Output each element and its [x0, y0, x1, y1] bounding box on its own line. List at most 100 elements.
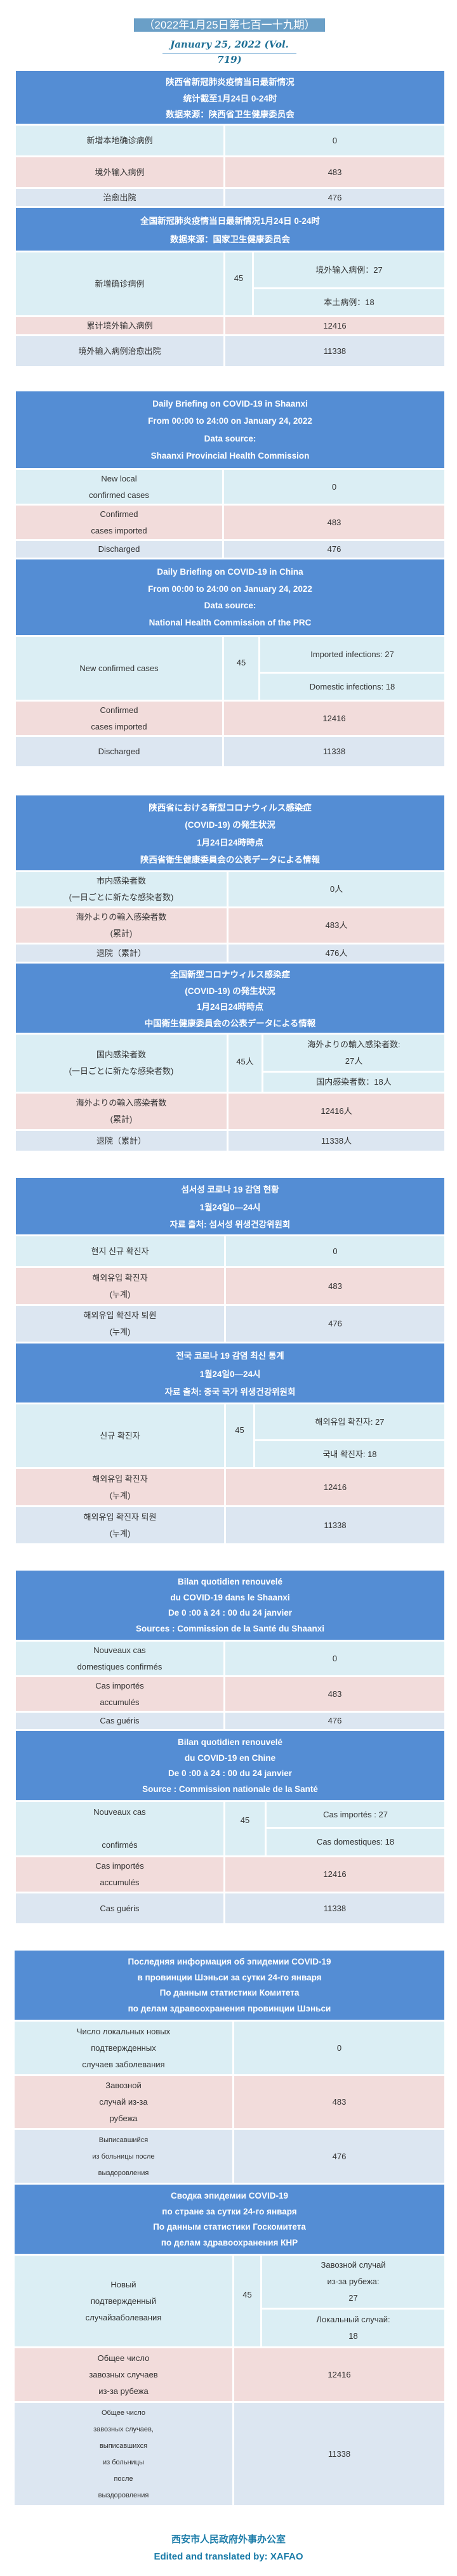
row-value: 476	[226, 1306, 444, 1342]
province-imported-cases-row: 境外输入病例 483	[16, 157, 444, 187]
national-header-line: du COVID-19 en Chine	[184, 1753, 276, 1763]
province-new-cases-row: 市内感染者数 (一日ごとに新たな感染者数) 0人	[16, 872, 444, 906]
national-header: 전국 코로나 19 감염 최신 통계 1월24일0—24시 자료 출처: 중국 국가…	[16, 1344, 444, 1402]
row-label: Число локальных новых подтвержденных слу…	[15, 2022, 232, 2074]
row-value: 483	[234, 2076, 444, 2128]
national-new-cases-row: Nouveaux cas confirmés 45 Cas importés : 2…	[16, 1802, 444, 1855]
row-label: 市内感染者数 (一日ごとに新たな感染者数)	[16, 872, 227, 906]
national-header-line: From 00:00 to 24:00 on January 24, 2022	[148, 584, 312, 594]
row-value: 11338	[225, 1893, 444, 1923]
province-discharged-row: 治愈出院 476	[16, 189, 444, 206]
province-header: 섬서성 코로나 19 감염 현황 1월24일0—24시 자료 출처: 섬서성 위생건…	[16, 1178, 444, 1234]
province-discharged-row: 해외유입 확진자 퇴원 (누계) 476	[16, 1306, 444, 1342]
national-header: 全国新型コロナウィルス感染症 (COVID-19) の発生状況 1月24日24時時点…	[16, 964, 444, 1033]
province-header-line: 자료 출처: 섬서성 위생건강위원회	[169, 1219, 291, 1229]
new-cases-total: 45人	[228, 1035, 262, 1092]
row-label: 境外输入病例治愈出院	[16, 336, 223, 366]
province-header-line: Bilan quotidien renouvelé	[177, 1576, 283, 1586]
new-cases-total: 45	[225, 252, 252, 315]
province-imported-cases-row: Cas importés accumulés 483	[16, 1677, 444, 1711]
national-header-line: 全国新冠肺炎疫情当日最新情况1月24日 0-24时	[140, 216, 320, 226]
national-header: Сводка эпидемии COVID-19 по стране за сут…	[15, 2185, 444, 2254]
row-value: 11338人	[228, 1131, 444, 1151]
national-header: Daily Briefing on COVID-19 in China From …	[16, 559, 444, 635]
province-header: Daily Briefing on COVID-19 in Shaanxi Fro…	[16, 391, 444, 468]
row-value: 0	[226, 1236, 444, 1266]
province-header: 陕西省における新型コロナウィルス感染症 (COVID-19) の発生状況 1月24日…	[16, 795, 444, 870]
province-header-line: (COVID-19) の発生状況	[185, 820, 275, 830]
national-imported-cases-row: Общее число завозных случаев из-за рубеж…	[15, 2348, 444, 2401]
national-header-line: De 0 :00 à 24 : 00 du 24 janvier	[168, 1769, 293, 1779]
national-header-line: 中国衛生健康委員会の公表データによる情報	[144, 1019, 316, 1029]
domestic-cases: Cas domestiques: 18	[267, 1829, 444, 1855]
national-new-cases-row: Новый подтвержденный случайзаболевания 45…	[15, 2256, 444, 2346]
new-cases-breakdown: 境外输入病例：27 本土病例：18	[254, 252, 444, 315]
province-header-line: 陕西省新冠肺炎疫情当日最新情况	[166, 77, 295, 87]
row-label: Общее число завозных случаев, выписавших…	[15, 2403, 232, 2505]
imported-cases: 境外输入病例：27	[254, 252, 444, 287]
row-value: 12416	[224, 702, 444, 735]
province-imported-cases-row: 海外よりの輸入感染者数 (累計) 483人	[16, 908, 444, 943]
row-label: 治愈出院	[16, 189, 223, 206]
province-new-cases-row: Число локальных новых подтвержденных слу…	[15, 2022, 444, 2074]
domestic-cases: 国内感染者数：18人	[263, 1073, 444, 1092]
province-header-line: 陕西省衛生健康委員会の公表データによる情報	[140, 855, 321, 865]
national-imported-cases-row: Cas importés accumulés 12416	[16, 1857, 444, 1892]
row-label: Discharged	[16, 541, 222, 558]
row-label: Выписавшийся из больницы после выздоровл…	[15, 2130, 232, 2183]
footer-org: 西安市人民政府外事办公室	[171, 2534, 286, 2545]
national-new-cases-row: 国内感染者数 (一日ごとに新たな感染者数) 45人 海外よりの輸入感染者数: 27人…	[16, 1035, 444, 1092]
national-new-cases-row: New confirmed cases 45 Imported infections…	[16, 637, 444, 700]
province-header-line: 统计截至1月24日 0-24时	[183, 93, 277, 103]
province-header-line: 陕西省における新型コロナウィルス感染症	[149, 802, 312, 813]
province-header: Последняя информация об эпидемии COVID-1…	[15, 1951, 444, 2020]
imported-cases: Завозной случай из-за рубежа: 27	[262, 2256, 444, 2308]
briefing-fr: Bilan quotidien renouvelé du COVID-19 dan…	[16, 1571, 444, 1925]
province-header-line: по делам здравоохранения провинции Шэньс…	[128, 2004, 331, 2014]
national-new-cases-row: 新增确诊病例 45 境外输入病例：27 本土病例：18	[16, 252, 444, 315]
row-value: 476	[225, 189, 444, 206]
domestic-cases: Domestic infections: 18	[260, 674, 444, 700]
national-header-line: 전국 코로나 19 감염 최신 통계	[176, 1351, 284, 1361]
row-label: 현지 신규 확진자	[16, 1236, 224, 1266]
province-header-line: Shaanxi Provincial Health Commission	[150, 450, 310, 461]
province-imported-cases-row: 해외유입 확진자 (누계) 483	[16, 1268, 444, 1304]
province-header-line: 섬서성 코로나 19 감염 현황	[181, 1185, 279, 1195]
row-label: Cas importés accumulés	[16, 1857, 223, 1892]
new-cases-breakdown: Завозной случай из-за рубежа: 27 Локальны…	[262, 2256, 444, 2346]
row-value: 12416人	[228, 1094, 444, 1129]
province-header-line: Последняя информация об эпидемии COVID-1…	[128, 1956, 331, 1966]
row-value: 483	[224, 506, 444, 539]
row-value: 12416	[225, 317, 444, 334]
row-value: 476人	[228, 945, 444, 962]
new-cases-total: 45	[226, 1404, 253, 1467]
national-header-line: Сводка эпидемии COVID-19	[171, 2190, 288, 2200]
row-label: Cas guéris	[16, 1893, 223, 1923]
province-new-cases-row: 新增本地确诊病例 0	[16, 126, 444, 155]
national-header: 全国新冠肺炎疫情当日最新情况1月24日 0-24时 数据来源：国家卫生健康委员会	[16, 208, 444, 251]
row-label: 新增本地确诊病例	[16, 126, 223, 155]
province-new-cases-row: Nouveaux cas domestiques confirmés 0	[16, 1642, 444, 1675]
national-discharged-row: 退院（累計） 11338人	[16, 1131, 444, 1151]
national-imported-cases-row: Confirmed cases imported 12416	[16, 702, 444, 735]
new-cases-label: 新增确诊病例	[16, 252, 223, 315]
row-label: 退院（累計）	[16, 1131, 227, 1151]
row-value: 483	[225, 157, 444, 187]
national-new-cases-row: 신규 확진자 45 해외유입 확진자: 27 국내 확진자: 18	[16, 1404, 444, 1467]
row-value: 476	[225, 1713, 444, 1729]
imported-cases: 해외유입 확진자: 27	[255, 1404, 444, 1439]
row-label: Общее число завозных случаев из-за рубеж…	[15, 2348, 232, 2401]
briefing-en: Daily Briefing on COVID-19 in Shaanxi Fro…	[16, 391, 444, 768]
row-value: 0人	[228, 872, 444, 906]
new-cases-label: 신규 확진자	[16, 1404, 224, 1467]
national-header-line: по делам здравоохранения КНР	[161, 2238, 298, 2248]
row-label: Cas guéris	[16, 1713, 223, 1729]
national-header-line: National Health Commission of the PRC	[149, 618, 312, 628]
province-header-line: du COVID-19 dans le Shaanxi	[170, 1592, 290, 1602]
province-header-line: Data source:	[204, 433, 256, 443]
row-label: Nouveaux cas domestiques confirmés	[16, 1642, 223, 1675]
national-discharged-row: 境外输入病例治愈出院 11338	[16, 336, 444, 366]
imported-cases: Cas importés : 27	[267, 1802, 444, 1827]
national-header-line: 全国新型コロナウィルス感染症	[170, 969, 290, 979]
domestic-cases: 국내 확진자: 18	[255, 1441, 444, 1467]
